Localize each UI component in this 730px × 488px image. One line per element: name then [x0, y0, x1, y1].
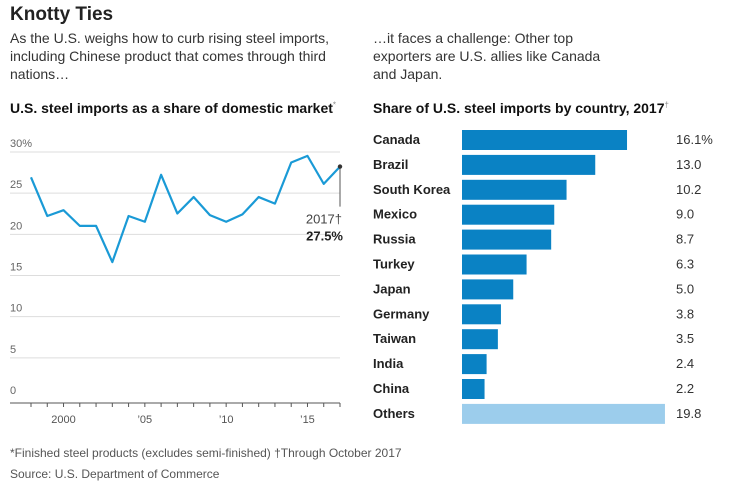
line-chart: 30% 25 20 15 10 5 0 2000 ’05 ’10 ’15 2017† 27.5% — [10, 138, 343, 426]
bar — [462, 179, 567, 200]
bar-value-label: 6.3 — [676, 257, 694, 272]
bar — [462, 379, 485, 399]
line-title-mark: * — [332, 100, 337, 110]
bar-category-label: Russia — [373, 232, 416, 247]
bar-category-label: Japan — [373, 281, 411, 296]
y-tick-label: 15 — [10, 262, 22, 274]
bar — [462, 229, 552, 250]
bar-value-label: 5.0 — [676, 281, 694, 296]
bar — [462, 204, 555, 225]
bar-category-label: Turkey — [373, 257, 415, 272]
bar — [462, 254, 527, 275]
bar-value-label: 2.2 — [676, 381, 694, 396]
annotation-value: 27.5% — [306, 229, 343, 244]
bar-title-mark: † — [664, 100, 669, 110]
bar-chart: Canada 16.1% Brazil 13.0 South Korea 10.2 Mexi… — [373, 130, 713, 424]
annotation-year: 2017† — [306, 212, 342, 227]
bar-value-label: 3.8 — [676, 306, 694, 321]
bar-category-label: South Korea — [373, 182, 451, 197]
bar-category-label: Germany — [373, 306, 430, 321]
bar-value-label: 3.5 — [676, 331, 694, 346]
x-tick-label: ’05 — [137, 414, 152, 426]
y-tick-label: 30% — [10, 138, 32, 150]
bar-category-label: China — [373, 381, 410, 396]
annotation-dot — [337, 164, 343, 169]
footnote: *Finished steel products (excludes semi-… — [10, 446, 402, 460]
bar-category-label: Taiwan — [373, 331, 416, 346]
bar-value-label: 9.0 — [676, 207, 694, 222]
bar — [462, 304, 501, 325]
bar — [462, 329, 498, 350]
bar-value-label: 10.2 — [676, 182, 701, 197]
bar-value-label: 19.8 — [676, 406, 701, 421]
x-tick-label: ’15 — [300, 414, 315, 426]
bar-category-label: Mexico — [373, 207, 417, 222]
y-tick-label: 20 — [10, 220, 22, 232]
bar-chart-title: Share of U.S. steel imports by country, … — [373, 100, 669, 116]
bar — [462, 403, 665, 424]
y-tick-label: 25 — [10, 179, 22, 191]
bar-title-text: Share of U.S. steel imports by country, … — [373, 100, 665, 116]
bar-value-label: 2.4 — [676, 356, 694, 371]
bar-value-label: 13.0 — [676, 157, 701, 172]
y-tick-label: 0 — [10, 385, 16, 397]
line-chart-title: U.S. steel imports as a share of domesti… — [10, 100, 336, 116]
bar-category-label: India — [373, 356, 404, 371]
source: Source: U.S. Department of Commerce — [10, 467, 220, 481]
bar — [462, 130, 628, 150]
series-line — [29, 154, 341, 264]
bar-category-label: Others — [373, 406, 415, 421]
bar — [462, 279, 514, 300]
bar-value-label: 16.1% — [676, 132, 713, 147]
y-tick-label: 5 — [10, 344, 16, 356]
bar — [462, 154, 596, 175]
y-tick-label: 10 — [10, 303, 22, 315]
bar-category-label: Canada — [373, 132, 421, 147]
bar — [462, 354, 487, 375]
x-tick-label: ’10 — [219, 414, 234, 426]
bar-value-label: 8.7 — [676, 232, 694, 247]
intro-left: As the U.S. weighs how to curb rising st… — [10, 30, 330, 82]
line-title-text: U.S. steel imports as a share of domesti… — [10, 100, 333, 116]
intro-right: …it faces a challenge: Other top exporte… — [373, 30, 601, 82]
x-tick-label: 2000 — [51, 414, 75, 426]
bar-category-label: Brazil — [373, 157, 408, 172]
page-title: Knotty Ties — [10, 4, 114, 25]
